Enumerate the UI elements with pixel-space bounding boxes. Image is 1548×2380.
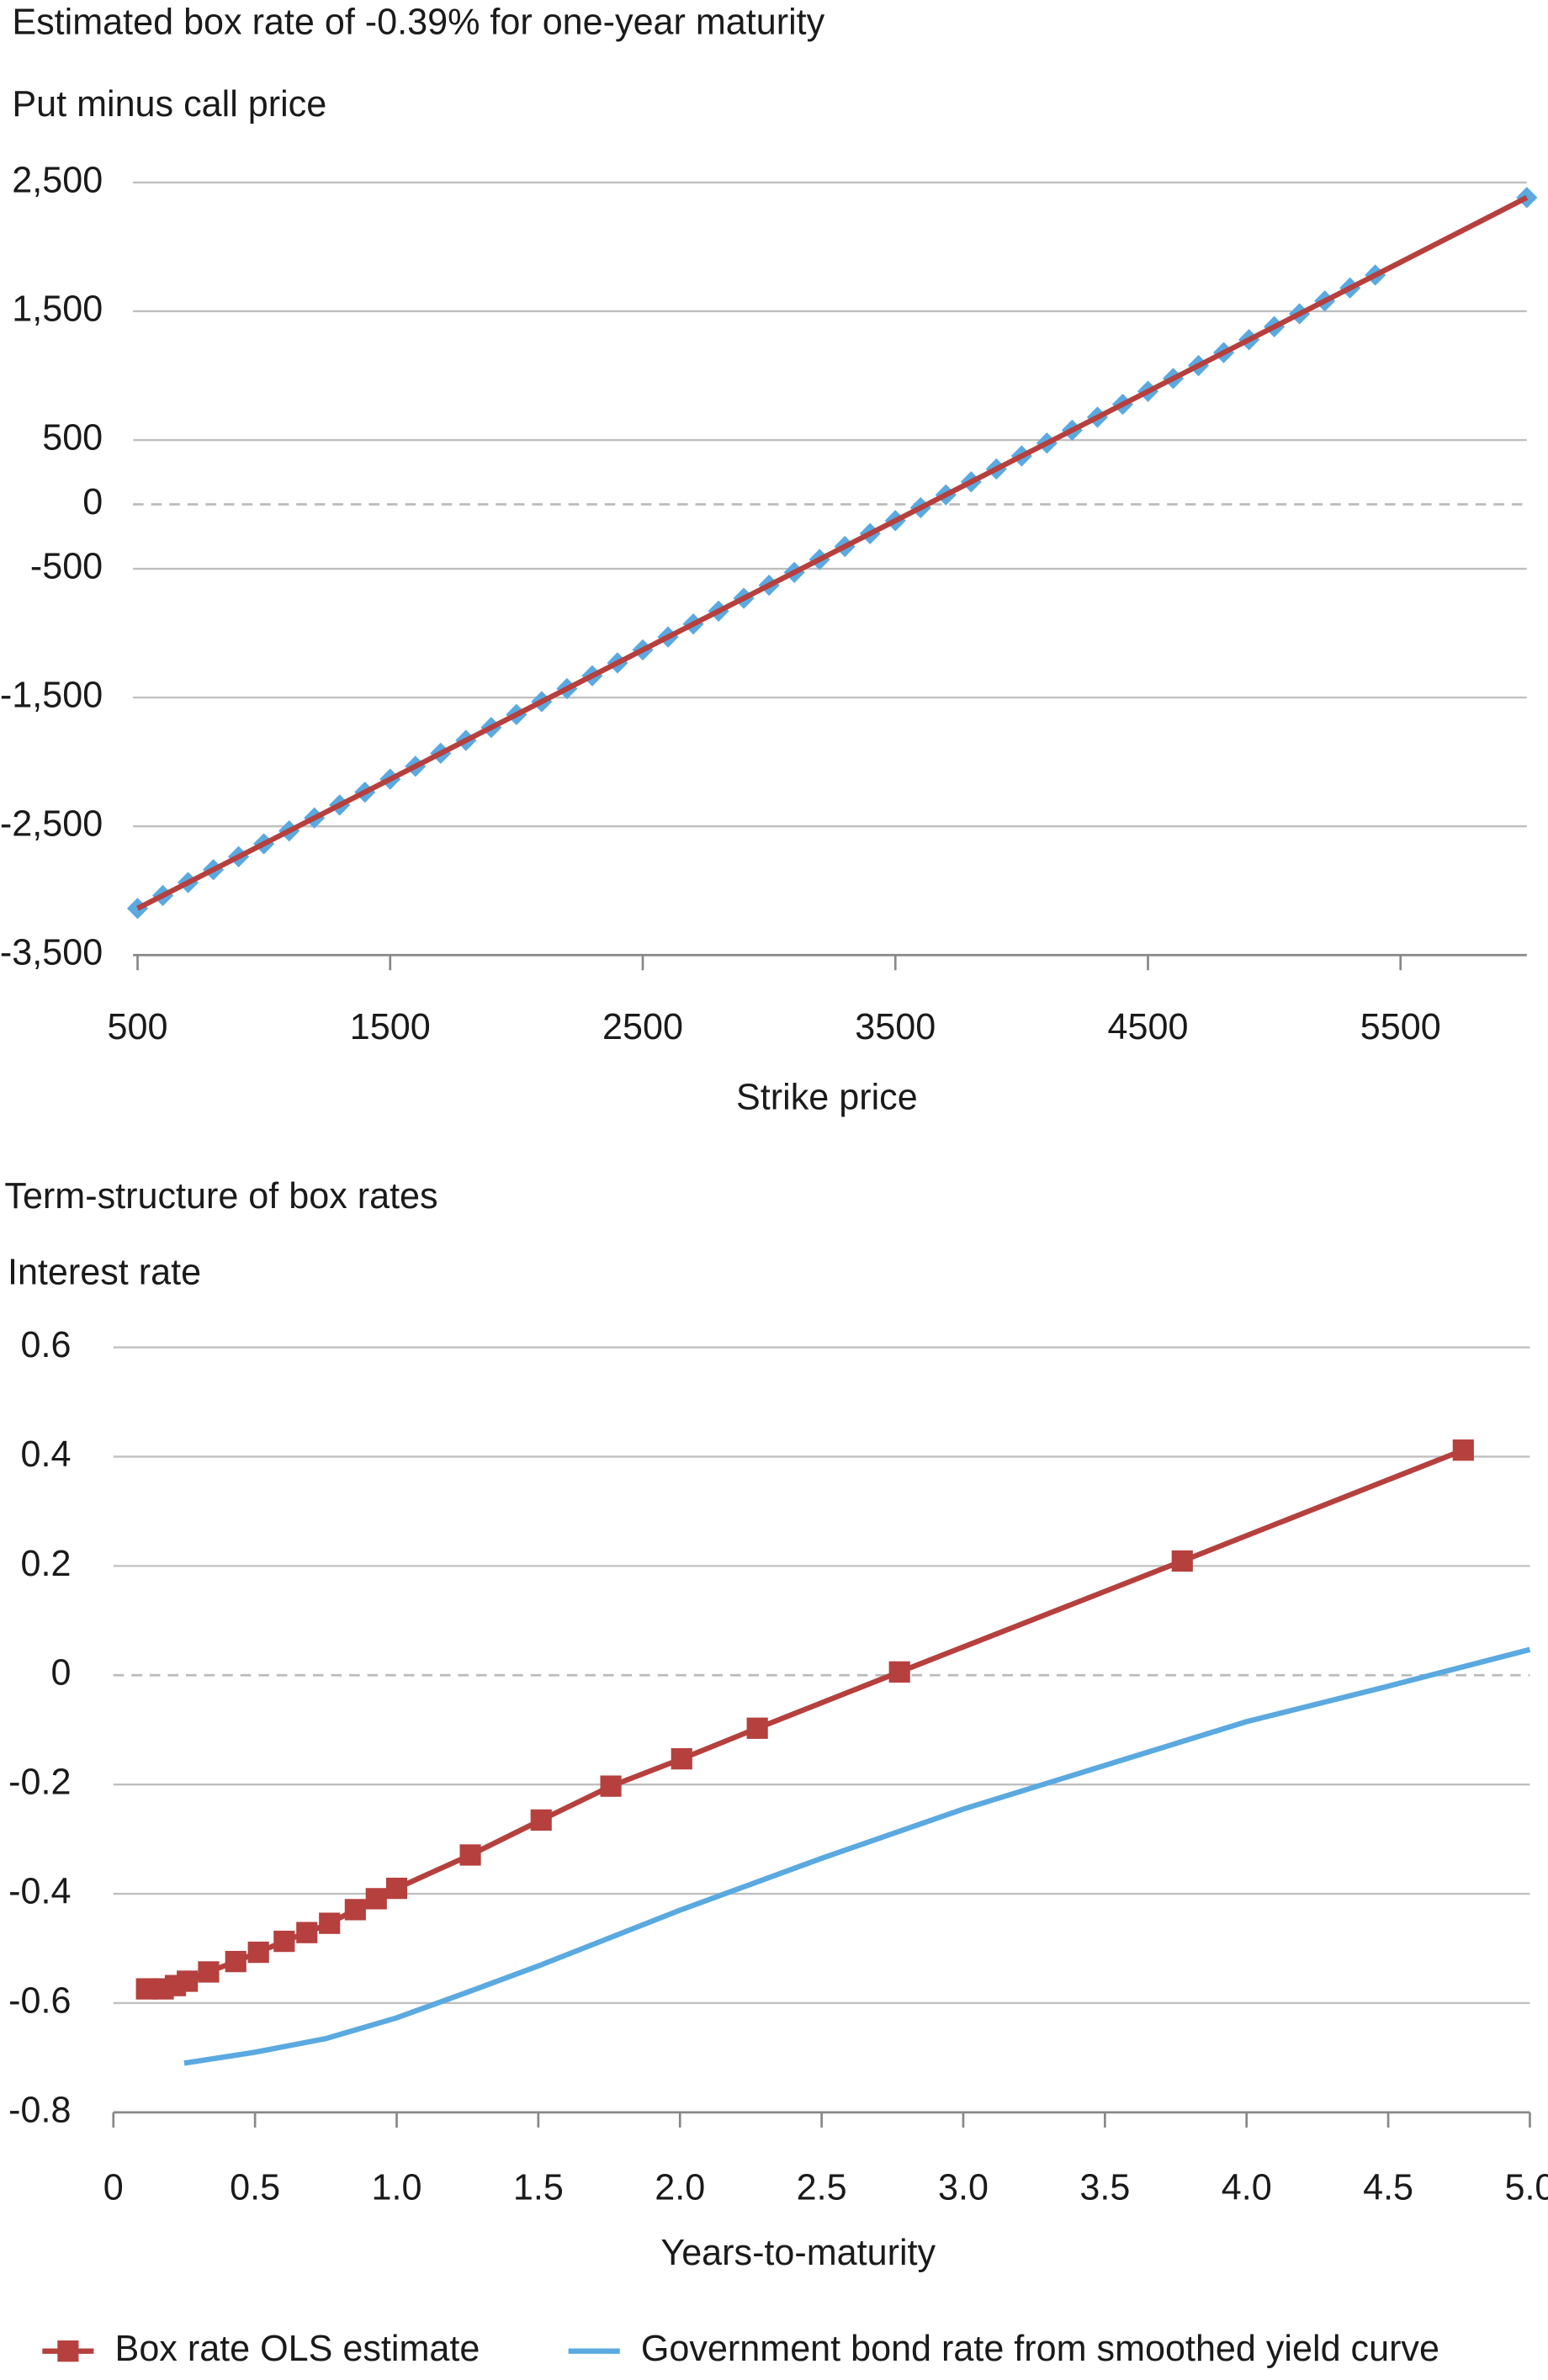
x-tick-label: 0 bbox=[103, 2167, 124, 2208]
y-axis-label: Put minus call price bbox=[12, 84, 326, 125]
x-axis-label: Strike price bbox=[736, 1077, 918, 1117]
point bbox=[344, 1899, 366, 1921]
point bbox=[600, 1775, 622, 1797]
point bbox=[1452, 1439, 1474, 1461]
y-tick-label: 500 bbox=[42, 417, 103, 458]
point bbox=[1171, 1550, 1193, 1572]
point bbox=[888, 1661, 910, 1683]
x-tick-label: 3500 bbox=[855, 1007, 936, 1047]
x-tick-label: 3.5 bbox=[1079, 2167, 1130, 2208]
point bbox=[319, 1912, 341, 1934]
point bbox=[365, 1888, 387, 1910]
y-tick-label: 0.4 bbox=[21, 1434, 72, 1475]
y-tick-label: -0.4 bbox=[8, 1871, 71, 1911]
point bbox=[225, 1950, 247, 1973]
point bbox=[296, 1921, 318, 1943]
point bbox=[273, 1930, 295, 1953]
point bbox=[177, 1970, 199, 1992]
x-tick-label: 1.0 bbox=[372, 2167, 422, 2208]
point bbox=[671, 1747, 692, 1770]
x-tick-label: 5.0 bbox=[1504, 2167, 1548, 2208]
x-tick-label: 1500 bbox=[350, 1007, 431, 1047]
x-tick-label: 2.0 bbox=[655, 2167, 705, 2208]
x-axis-label: Years-to-maturity bbox=[660, 2233, 936, 2273]
y-tick-label: -2,500 bbox=[0, 804, 103, 845]
x-tick-label: 4.5 bbox=[1363, 2167, 1413, 2208]
point bbox=[459, 1844, 481, 1866]
y-tick-label: 0 bbox=[82, 482, 103, 522]
point bbox=[385, 1877, 408, 1900]
y-tick-label: 1,500 bbox=[12, 289, 103, 329]
point bbox=[247, 1941, 269, 1964]
y-tick-label: 2,500 bbox=[12, 160, 103, 200]
series-line bbox=[183, 1646, 1531, 2066]
y-axis-label: Interest rate bbox=[8, 1252, 201, 1292]
y-tick-label: -0.2 bbox=[8, 1762, 71, 1803]
y-tick-label: -1,500 bbox=[0, 675, 103, 715]
x-tick-label: 2500 bbox=[602, 1007, 683, 1047]
y-tick-label: -0.8 bbox=[8, 2090, 71, 2130]
point bbox=[530, 1809, 552, 1831]
y-tick-label: -0.6 bbox=[8, 1980, 71, 2021]
point bbox=[746, 1717, 768, 1739]
y-tick-label: 0.6 bbox=[21, 1325, 72, 1365]
y-tick-label: -500 bbox=[30, 546, 103, 586]
legend-label: Government bond rate from smoothed yield… bbox=[641, 2329, 1439, 2369]
x-tick-label: 2.5 bbox=[797, 2167, 847, 2208]
y-tick-label: -3,500 bbox=[0, 933, 103, 973]
y-tick-label: 0 bbox=[50, 1653, 71, 1694]
x-tick-label: 3.0 bbox=[938, 2167, 989, 2208]
x-tick-label: 5500 bbox=[1360, 1007, 1441, 1047]
x-tick-label: 4500 bbox=[1108, 1007, 1189, 1047]
series-line bbox=[136, 195, 1529, 911]
legend-label: Box rate OLS estimate bbox=[115, 2329, 480, 2369]
x-tick-label: 4.0 bbox=[1222, 2167, 1272, 2208]
x-tick-label: 1.5 bbox=[513, 2167, 564, 2208]
x-tick-label: 500 bbox=[108, 1007, 168, 1047]
point bbox=[198, 1961, 220, 1983]
chart-title: Estimated box rate of -0.39% for one-yea… bbox=[12, 2, 824, 42]
x-tick-label: 0.5 bbox=[230, 2167, 280, 2208]
y-tick-label: 0.2 bbox=[21, 1544, 72, 1584]
legend-marker bbox=[57, 2340, 79, 2362]
chart-title: Term-structure of box rates bbox=[4, 1176, 437, 1217]
